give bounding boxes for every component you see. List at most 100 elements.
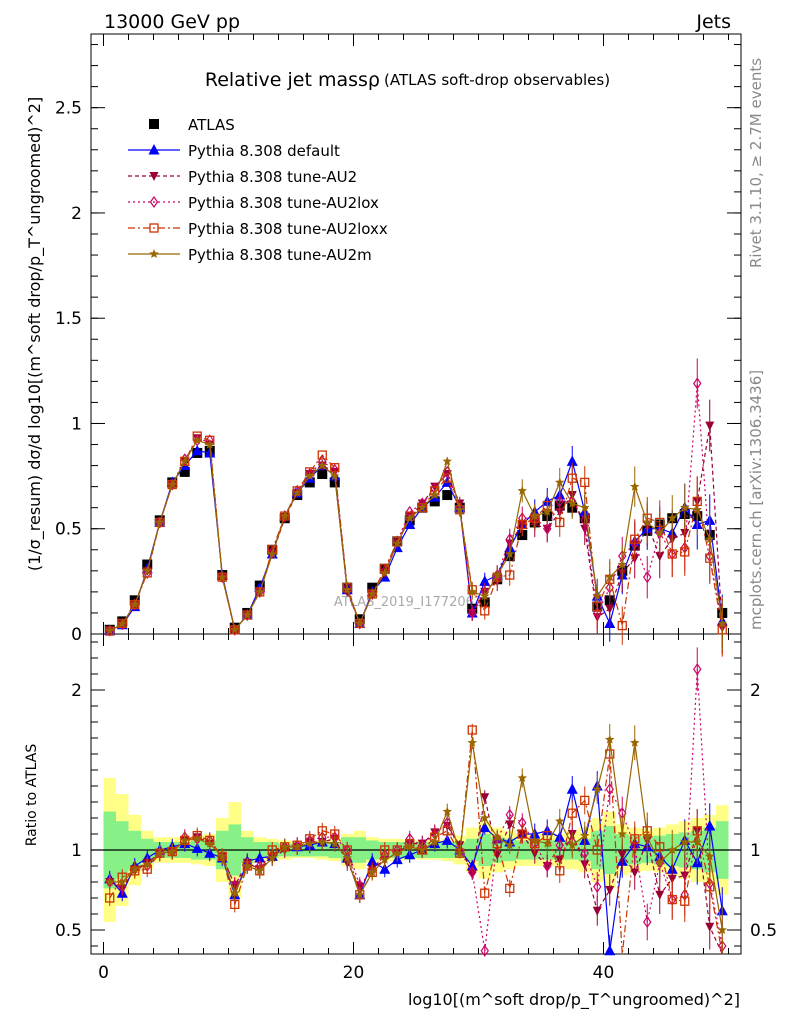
ratio-point: [542, 838, 552, 848]
data-point: [642, 517, 652, 527]
data-point: [580, 502, 590, 512]
data-point: [380, 567, 390, 577]
data-point: [292, 487, 302, 497]
plot-title: Relative jet massρ: [205, 69, 380, 91]
ratio-point: [630, 868, 640, 878]
ratio-y-tick-label-right: 0.5: [750, 921, 777, 941]
data-point: [630, 481, 640, 491]
legend: ATLAS Pythia 8.308 default Pythia 8.308 tu…: [128, 116, 388, 264]
data-point: [680, 547, 690, 557]
main-y-tick-label: 2.5: [55, 99, 82, 119]
data-point: [317, 460, 327, 470]
data-point: [180, 456, 190, 466]
data-point: [142, 565, 152, 575]
data-point: [268, 545, 277, 558]
ratio-point: [379, 863, 391, 874]
ratio-point: [592, 906, 602, 916]
ratio-point: [342, 853, 352, 862]
data-point: [692, 504, 702, 514]
ratio-point: [480, 793, 490, 803]
ratio-point: [255, 865, 265, 875]
ratio-point: [155, 848, 165, 858]
legend-label: Pythia 8.308 default: [188, 142, 340, 160]
ratio-point: [254, 852, 266, 863]
data-point: [117, 618, 127, 628]
ratio-point: [517, 829, 527, 839]
data-point: [643, 571, 652, 584]
data-point: [130, 599, 140, 609]
ratio-point: [480, 888, 490, 898]
ratio-y-tick-label-left: 0.5: [55, 921, 82, 941]
ratio-point: [705, 922, 715, 932]
ratio-point: [405, 841, 415, 851]
data-point: [342, 584, 352, 594]
ratio-point: [580, 847, 589, 860]
data-point: [242, 610, 252, 620]
watermark: ATLAS_2019_I1772062: [334, 595, 482, 610]
x-tick-label: 0: [98, 963, 109, 983]
data-point: [392, 538, 402, 548]
data-point: [404, 518, 416, 530]
data-point: [567, 498, 577, 508]
data-point: [605, 572, 615, 582]
ratio-point: [655, 857, 665, 867]
ratio-point: [230, 888, 240, 898]
ratio-point: [117, 877, 127, 886]
ratio-point: [492, 832, 502, 842]
ratio-y-tick-label-left: 2: [71, 681, 82, 701]
ratio-point: [392, 848, 402, 858]
ratio-point: [604, 944, 616, 956]
ratio-point: [667, 874, 677, 884]
main-series: [104, 358, 728, 657]
ratio-point: [330, 838, 340, 848]
series-line-3: [109, 383, 723, 632]
data-point: [655, 552, 665, 562]
ratio-point: [580, 795, 590, 806]
ratio-point: [442, 806, 452, 816]
data-point: [167, 479, 177, 489]
ratio-point: [317, 837, 327, 846]
ratio-series: [104, 647, 728, 957]
ratio-point: [655, 890, 665, 900]
ratio-point: [480, 813, 490, 822]
main-y-tick-label: 2: [71, 204, 82, 224]
legend-marker: [149, 172, 159, 181]
ratio-point: [567, 808, 577, 818]
data-point: [330, 471, 340, 481]
data-point: [617, 559, 627, 569]
ratio-y-tick-label-left: 1: [71, 841, 82, 861]
plot-subtitle: (ATLAS soft-drop observables): [384, 71, 610, 89]
data-point: [567, 473, 577, 483]
data-point: [605, 604, 615, 614]
data-point: [517, 519, 527, 530]
ratio-point: [417, 845, 427, 854]
data-point: [505, 570, 515, 580]
ratio-point: [505, 820, 515, 830]
ratio-point: [505, 840, 515, 850]
series-line-4: [109, 435, 723, 632]
axes: 0 20 40 0 0.5 1 1.5 2 2.5 0.5 0.5 1 1 2 2: [55, 34, 777, 983]
data-point: [617, 620, 627, 631]
ratio-point: [705, 882, 715, 892]
legend-label: Pythia 8.308 tune-AU2: [188, 168, 357, 186]
main-y-tick-label: 0: [71, 625, 82, 645]
ratio-point: [204, 847, 216, 858]
main-y-tick-label: 1: [71, 414, 82, 434]
ratio-point: [205, 838, 215, 848]
data-point: [543, 522, 552, 535]
data-point: [305, 467, 314, 481]
legend-marker: [148, 144, 160, 155]
data-point: [355, 618, 365, 628]
ratio-point: [566, 783, 578, 794]
ratio-point: [555, 839, 564, 852]
ratio-point: [367, 867, 377, 877]
ratio-point: [442, 826, 452, 836]
data-point: [417, 502, 427, 512]
data-point: [479, 575, 491, 586]
data-point: [455, 504, 465, 514]
data-point: [566, 455, 578, 466]
ratio-point: [642, 832, 652, 842]
data-point: [580, 514, 589, 527]
data-point: [430, 490, 440, 500]
ratio-point: [292, 841, 302, 851]
